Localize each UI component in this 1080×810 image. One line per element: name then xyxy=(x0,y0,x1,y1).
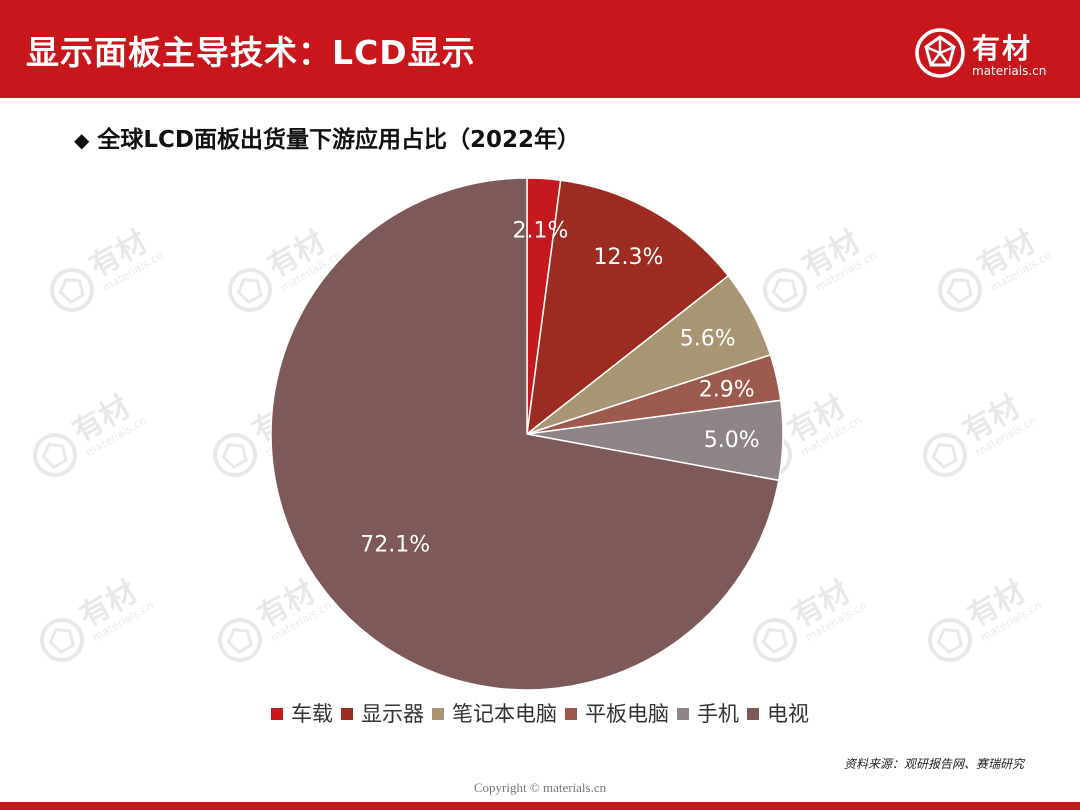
copyright-text: Copyright © materials.cn xyxy=(473,780,607,795)
chart-subtitle: ◆ 全球LCD面板出货量下游应用占比（2022年） xyxy=(74,120,580,154)
slice-label-3: 5.6% xyxy=(680,327,736,352)
slice-label-6: 72.1% xyxy=(360,533,430,558)
legend-item-2[interactable]: 显示器 xyxy=(341,698,424,728)
legend-label: 电视 xyxy=(767,702,809,726)
pie-data-labels: 2.1% 12.3% 5.6% 2.9% 5.0% 72.1% xyxy=(360,219,759,558)
pie-slice-6[interactable] xyxy=(270,177,780,691)
legend-item-3[interactable]: 笔记本电脑 xyxy=(432,698,557,728)
diamond-bullet-icon: ◆ xyxy=(74,128,90,152)
page-title: 显示面板主导技术：LCD显示 xyxy=(26,33,476,72)
header-bar: 显示面板主导技术：LCD显示 有材 materials.cn xyxy=(0,0,1080,98)
slice-label-4: 2.9% xyxy=(699,378,755,403)
bottom-bar xyxy=(0,802,1080,810)
pie-slices xyxy=(270,177,784,691)
legend-label: 车载 xyxy=(291,702,333,726)
legend-swatch xyxy=(747,708,759,720)
slice-label-5: 5.0% xyxy=(704,428,760,453)
legend-label: 手机 xyxy=(697,702,739,726)
legend-label: 笔记本电脑 xyxy=(452,702,557,726)
chart-title-text: 全球LCD面板出货量下游应用占比（2022年） xyxy=(97,127,581,153)
logo-text-en: materials.cn xyxy=(972,64,1047,78)
logo-icon xyxy=(915,28,965,78)
legend-item-6[interactable]: 电视 xyxy=(747,698,809,728)
legend-swatch xyxy=(271,708,283,720)
legend-swatch xyxy=(341,708,353,720)
legend-item-1[interactable]: 车载 xyxy=(271,698,333,728)
legend-swatch xyxy=(432,708,444,720)
pie-slice-2[interactable] xyxy=(526,179,730,436)
source-note: 资料来源：观研报告网、赛瑞研究 xyxy=(843,757,1024,771)
slice-label-2: 12.3% xyxy=(594,245,664,270)
brand-logo[interactable]: 有材 materials.cn xyxy=(914,27,1064,83)
logo-text-cn: 有材 xyxy=(972,32,1033,65)
legend-item-5[interactable]: 手机 xyxy=(677,698,739,728)
legend-item-4[interactable]: 平板电脑 xyxy=(565,698,669,728)
legend-label: 平板电脑 xyxy=(585,702,669,726)
chart-legend: 车载 显示器 笔记本电脑 平板电脑 手机 电视 xyxy=(0,698,1080,728)
legend-swatch xyxy=(565,708,577,720)
legend-swatch xyxy=(677,708,689,720)
legend-label: 显示器 xyxy=(361,702,424,726)
slice-label-1: 2.1% xyxy=(513,219,569,244)
